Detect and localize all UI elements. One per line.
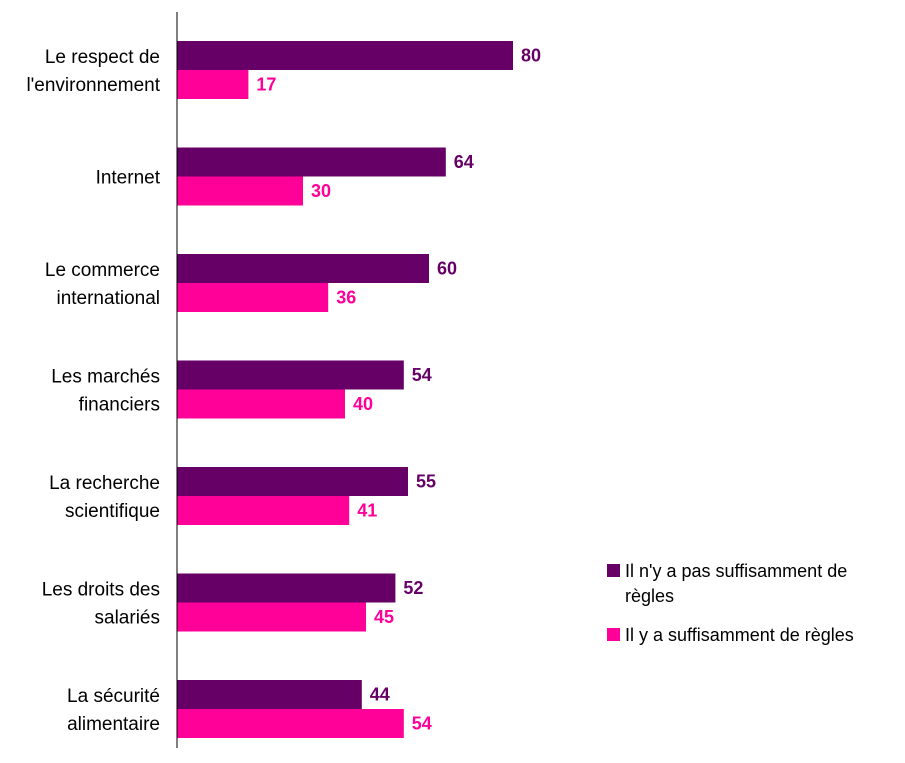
legend-swatch-1 [607, 564, 620, 577]
bar-series-2-cat-6 [177, 602, 366, 632]
bar-series-2-cat-1 [177, 70, 249, 99]
legend-swatch-2 [607, 628, 620, 641]
legend-label-1-line-1: Il n'y a pas suffisamment de [625, 561, 847, 581]
value-labels-group: 80 17 64 30 60 36 54 40 55 41 52 45 44 54 [256, 46, 541, 734]
bar-series-1-cat-4 [177, 360, 404, 390]
bar-series-1-cat-2 [177, 147, 446, 177]
category-label-6-line-1: Les droits des [42, 580, 160, 601]
value-label-series-1-cat-3: 60 [437, 259, 457, 279]
value-label-series-2-cat-7: 54 [412, 714, 432, 734]
bar-series-2-cat-4 [177, 389, 345, 419]
category-label-7-line-2: alimentaire [67, 714, 160, 735]
legend-label-2-line-1: Il y a suffisamment de règles [625, 625, 854, 645]
value-label-series-2-cat-5: 41 [357, 501, 377, 521]
bar-series-2-cat-3 [177, 283, 329, 312]
value-label-series-1-cat-5: 55 [416, 472, 436, 492]
bar-series-1-cat-1 [177, 41, 513, 70]
category-label-4-line-1: Les marchés [51, 367, 160, 388]
bar-series-2-cat-7 [177, 709, 404, 738]
value-label-series-2-cat-1: 17 [256, 75, 276, 95]
value-label-series-2-cat-4: 40 [353, 394, 373, 414]
value-label-series-1-cat-1: 80 [521, 46, 541, 66]
legend: Il n'y a pas suffisamment de règles Il y a… [607, 561, 854, 645]
value-label-series-2-cat-6: 45 [374, 607, 394, 627]
category-labels-group: Le respect de l'environnement Internet Le c… [26, 47, 160, 735]
value-label-series-1-cat-4: 54 [412, 365, 432, 385]
bars-group [177, 41, 513, 738]
category-label-5-line-1: La recherche [49, 473, 160, 494]
bar-series-2-cat-5 [177, 496, 350, 525]
value-label-series-2-cat-3: 36 [336, 288, 356, 308]
category-label-7-line-1: La sécurité [67, 686, 160, 707]
bar-series-1-cat-3 [177, 254, 429, 283]
category-label-4-line-2: financiers [79, 395, 160, 416]
category-label-1-line-2: l'environnement [26, 75, 160, 96]
bar-series-1-cat-7 [177, 680, 362, 709]
value-label-series-2-cat-2: 30 [311, 181, 331, 201]
category-label-3-line-2: international [56, 288, 160, 309]
category-label-2-line-1: Internet [96, 168, 161, 189]
bar-series-1-cat-5 [177, 467, 408, 496]
value-label-series-1-cat-6: 52 [403, 578, 423, 598]
value-label-series-1-cat-2: 64 [454, 152, 474, 172]
category-label-1-line-1: Le respect de [45, 47, 160, 68]
bar-series-1-cat-6 [177, 573, 396, 603]
category-label-5-line-2: scientifique [65, 501, 160, 522]
value-label-series-1-cat-7: 44 [370, 685, 390, 705]
category-label-3-line-1: Le commerce [45, 260, 160, 281]
legend-label-1-line-2: règles [625, 586, 674, 606]
bar-series-2-cat-2 [177, 176, 303, 206]
category-label-6-line-2: salariés [95, 608, 160, 629]
